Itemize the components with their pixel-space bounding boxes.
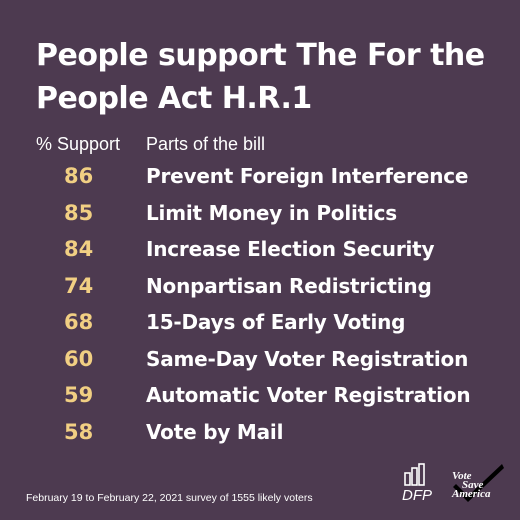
bill-part-label: Automatic Voter Registration: [146, 383, 471, 407]
chart-title: People support The For the People Act H.…: [36, 34, 496, 120]
table-row: 68 15-Days of Early Voting: [0, 306, 520, 342]
bill-part-label: Same-Day Voter Registration: [146, 346, 469, 371]
table-row: 60 Same-Day Voter Registration: [0, 343, 520, 379]
support-value: 74: [64, 273, 94, 298]
table-row: 84 Increase Election Security: [0, 233, 520, 269]
table-row: 85 Limit Money in Politics: [0, 197, 520, 233]
table-row: 74 Nonpartisan Redistricting: [0, 270, 520, 306]
table-row: 58 Vote by Mail: [0, 416, 520, 452]
support-value: 84: [64, 237, 94, 261]
dfp-logo: DFP: [400, 462, 436, 506]
support-value: 86: [64, 164, 94, 188]
checkmark-icon: [453, 464, 504, 502]
title-line-2: People Act H.R.1: [36, 81, 312, 116]
bill-part-label: Increase Election Security: [146, 237, 435, 261]
vote-save-america-logo: Vote Save America: [448, 460, 506, 504]
bar-chart-icon: [404, 463, 425, 486]
column-header-support: % Support: [36, 134, 121, 154]
table-row: 86 Prevent Foreign Interference: [0, 160, 520, 196]
vote-save-america-wordmark: Vote Save America: [452, 470, 491, 500]
bill-part-label: 15-Days of Early Voting: [146, 310, 406, 334]
bill-part-label: Prevent Foreign Interference: [146, 164, 469, 188]
support-value: 85: [64, 200, 94, 225]
title-line-1: People support The For the: [36, 38, 485, 73]
support-value: 59: [64, 383, 94, 407]
support-value: 68: [64, 310, 94, 334]
column-header-parts: Parts of the bill: [146, 134, 266, 154]
bill-part-label: Limit Money in Politics: [146, 200, 398, 225]
support-value: 60: [64, 346, 94, 371]
bill-part-label: Nonpartisan Redistricting: [146, 273, 432, 298]
survey-footnote: February 19 to February 22, 2021 survey …: [26, 492, 313, 504]
support-value: 58: [64, 419, 94, 444]
table-row: 59 Automatic Voter Registration: [0, 379, 520, 415]
bill-part-label: Vote by Mail: [146, 419, 284, 444]
dfp-logo-text: DFP: [402, 487, 432, 504]
